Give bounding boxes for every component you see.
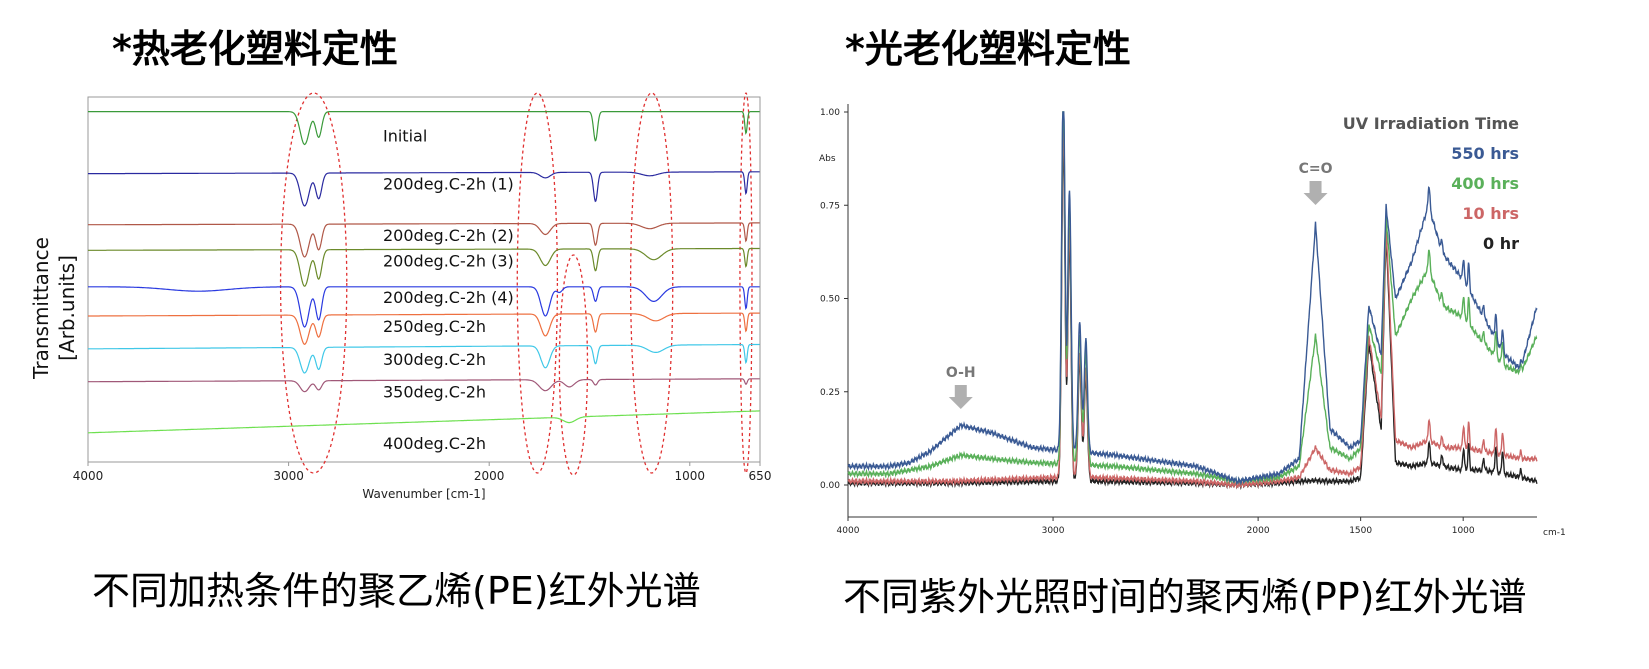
legend-entry-0-hr: 0 hr [1483, 234, 1519, 253]
series-line-350deg-c-2h [88, 378, 760, 393]
highlight-ellipse-2 [516, 92, 559, 474]
left-caption: 不同加热条件的聚乙烯(PE)红外光谱 [92, 569, 701, 613]
left-ir-chart: Initial 200deg.C-2h (1) 200deg.C-2h (2) 200… [29, 92, 772, 501]
left-plot-frame [87, 96, 761, 463]
legend-title: UV Irradiation Time [1343, 114, 1519, 133]
series-label-200deg-c-2h-2: 200deg.C-2h (2) [383, 226, 514, 245]
right-axes: 0.00 0.25 0.50 0.75 1.00 4000 3000 2000 1500 1000 [820, 104, 1537, 536]
highlight-ellipse-3 [558, 254, 589, 476]
right-ir-chart: 0.00 0.25 0.50 0.75 1.00 4000 3000 2000 1500 1000… [819, 104, 1565, 538]
right-heading: *光老化塑料定性 [845, 27, 1131, 71]
x-tick-label-650: 650 [749, 469, 772, 483]
x-tick-label-2000: 2000 [1247, 526, 1270, 536]
right-annotations: O-H C=O [946, 161, 1333, 409]
series-line-400deg-c-2h [88, 410, 760, 434]
series-label-400deg-c-2h: 400deg.C-2h [383, 434, 486, 453]
series-line-200deg-c-2h-1 [88, 171, 760, 207]
x-tick-label-4000: 4000 [73, 469, 104, 483]
legend-entry-400-hrs: 400 hrs [1451, 174, 1519, 193]
left-x-ticks: 4000 3000 2000 1000 650 [73, 462, 772, 483]
series-line-300deg-c-2h [87, 343, 760, 374]
down-arrow-icon [948, 385, 973, 409]
right-x-axis-label: cm-1 [1543, 528, 1565, 538]
series-line-200deg-c-2h-3 [88, 247, 760, 287]
y-tick-label-0-50: 0.50 [820, 295, 840, 305]
x-tick-label-3000: 3000 [1042, 526, 1065, 536]
series-label-200deg-c-2h-3: 200deg.C-2h (3) [383, 251, 514, 270]
right-y-axis-label: Abs [819, 154, 836, 164]
left-x-axis-label: Wavenumber [cm-1] [362, 487, 485, 501]
left-series-group [87, 111, 760, 434]
highlight-ellipse-4 [629, 92, 674, 474]
y-tick-label-1-00: 1.00 [820, 108, 840, 118]
left-series-labels: Initial 200deg.C-2h (1) 200deg.C-2h (2) 200… [383, 127, 514, 453]
x-tick-label-1000: 1000 [675, 469, 706, 483]
left-y-axis-label-line1: Transmittance [29, 237, 53, 380]
series-label-250deg-c-2h: 250deg.C-2h [383, 317, 486, 336]
y-tick-label-0-00: 0.00 [820, 481, 840, 491]
series-line-200deg-c-2h-4 [88, 286, 760, 328]
annotation-o-h: O-H [946, 365, 976, 381]
series-line-250deg-c-2h [88, 312, 760, 345]
x-tick-label-1000: 1000 [1452, 526, 1475, 536]
x-tick-label-3000: 3000 [273, 469, 304, 483]
series-label-200deg-c-2h-4: 200deg.C-2h (4) [383, 288, 514, 307]
annotation-c-o: C=O [1299, 161, 1333, 177]
y-tick-label-0-25: 0.25 [820, 388, 840, 398]
y-tick-label-0-75: 0.75 [820, 201, 840, 211]
x-tick-label-4000: 4000 [837, 526, 860, 536]
highlight-ellipse-5 [739, 92, 753, 474]
series-line-10-hrs [847, 119, 1538, 490]
series-label-200deg-c-2h-1: 200deg.C-2h (1) [383, 175, 514, 194]
series-label-initial: Initial [383, 127, 427, 146]
series-line-200deg-c-2h-2 [87, 222, 760, 258]
legend-entry-550-hrs: 550 hrs [1451, 144, 1519, 163]
down-arrow-icon [1303, 181, 1328, 205]
left-y-axis-label-line2: [Arb.units] [55, 255, 79, 361]
highlight-ellipse-1 [279, 92, 348, 474]
right-series-group [847, 111, 1538, 491]
series-line-550-hrs [847, 111, 1538, 486]
series-label-350deg-c-2h: 350deg.C-2h [383, 383, 486, 402]
series-line-400-hrs [847, 111, 1538, 487]
series-line-initial [88, 111, 760, 146]
legend-entry-10-hrs: 10 hrs [1462, 204, 1519, 223]
right-legend: UV Irradiation Time 550 hrs 400 hrs 10 hrs 0… [1343, 114, 1519, 253]
x-tick-label-2000: 2000 [474, 469, 505, 483]
series-label-300deg-c-2h: 300deg.C-2h [383, 350, 486, 369]
right-caption: 不同紫外光照时间的聚丙烯(PP)红外光谱 [843, 575, 1527, 619]
x-tick-label-1500: 1500 [1349, 526, 1372, 536]
left-heading: *热老化塑料定性 [112, 27, 398, 71]
left-highlight-regions [279, 92, 753, 476]
